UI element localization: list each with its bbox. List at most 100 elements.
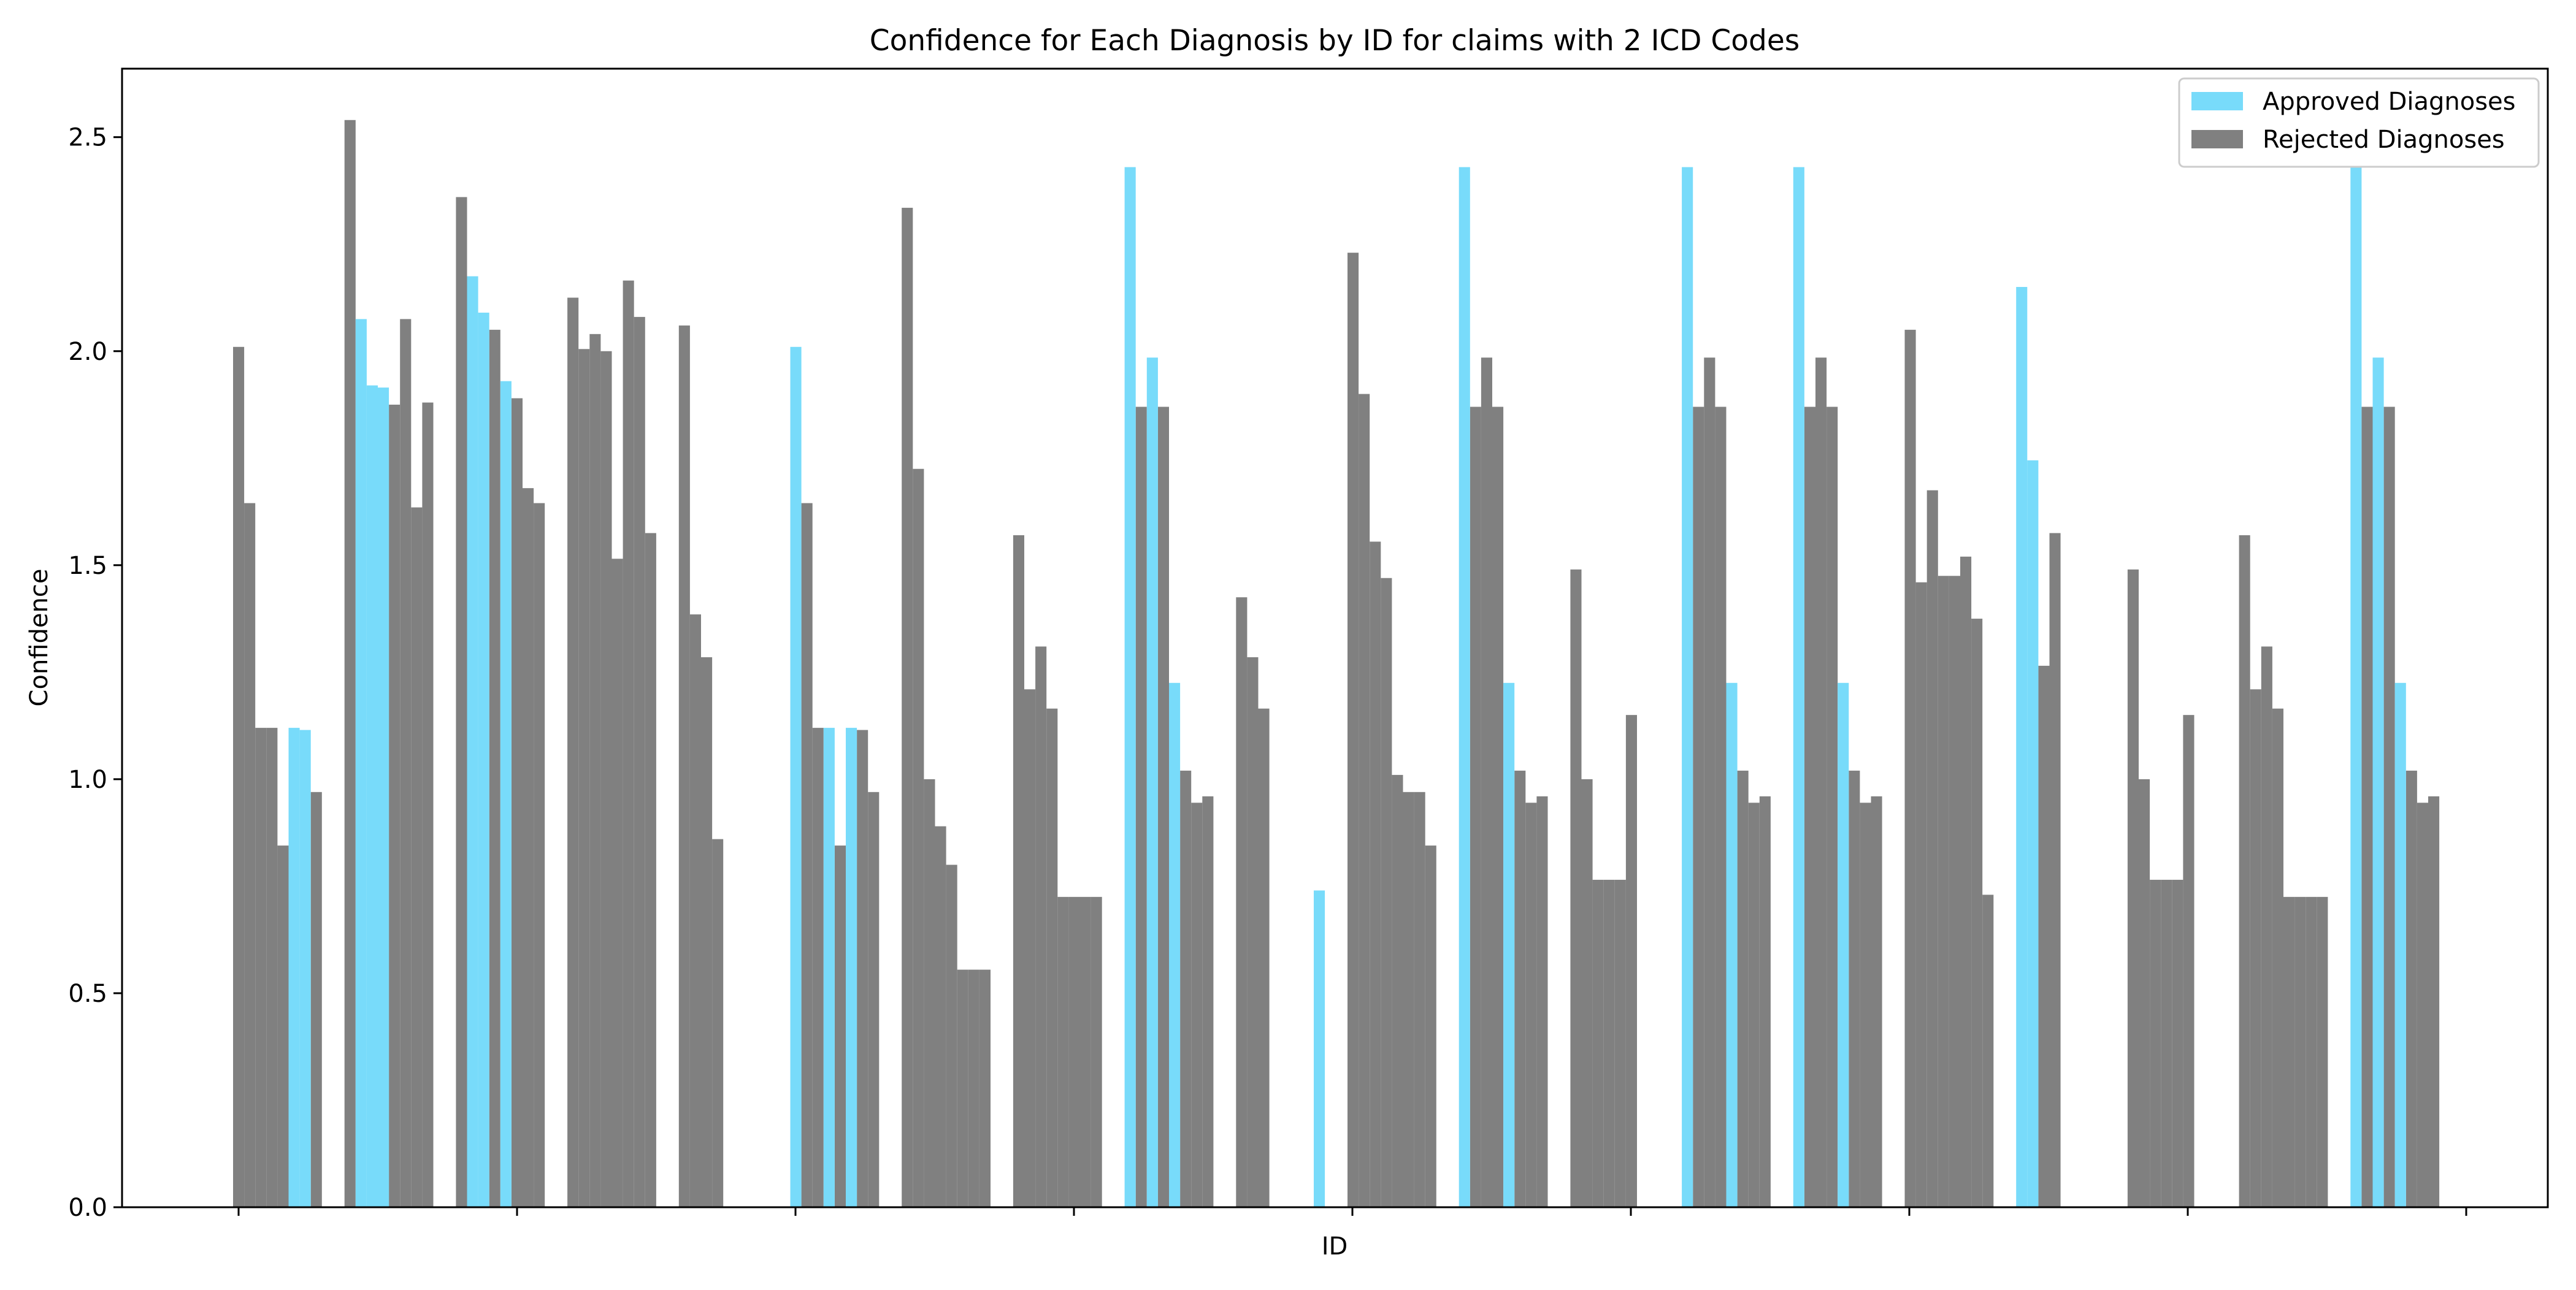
bar-approved-2-4 (500, 381, 512, 1207)
bar-rejected-3-6 (634, 316, 645, 1208)
bar-rejected-16-3 (2049, 533, 2061, 1208)
bar-rejected-11-1 (1470, 406, 1481, 1207)
bar-rejected-9-2 (1258, 708, 1270, 1207)
bar-rejected-14-3 (1827, 406, 1838, 1207)
bar-rejected-14-7 (1871, 796, 1882, 1207)
bar-rejected-2-6 (523, 488, 534, 1208)
bar-rejected-6-3 (935, 826, 946, 1207)
bar-rejected-19-1 (2361, 406, 2373, 1207)
bar-rejected-8-5 (1180, 770, 1192, 1207)
bar-rejected-18-2 (2261, 646, 2272, 1207)
bar-rejected-12-5 (1625, 715, 1637, 1207)
bar-rejected-8-3 (1157, 406, 1169, 1207)
bar-rejected-18-6 (2306, 896, 2317, 1207)
bar-rejected-10-2 (1370, 541, 1381, 1208)
bar-rejected-6-2 (924, 779, 935, 1207)
bar-approved-2-1 (467, 276, 478, 1208)
bar-rejected-13-2 (1704, 357, 1715, 1207)
bar-rejected-15-2 (1926, 490, 1938, 1207)
bar-rejected-15-3 (1938, 576, 1949, 1207)
y-tick-label: 2.0 (68, 338, 107, 366)
bar-rejected-4-1 (689, 614, 701, 1207)
bar-rejected-15-6 (1971, 619, 1983, 1207)
bar-rejected-13-1 (1693, 406, 1704, 1207)
bar-approved-1-3 (378, 387, 389, 1207)
bar-rejected-10-4 (1392, 774, 1403, 1207)
legend: Approved Diagnoses Rejected Diagnoses (2178, 77, 2540, 168)
bar-rejected-6-0 (902, 207, 913, 1207)
bar-approved-0-5 (288, 728, 300, 1207)
y-tick-label: 1.5 (68, 552, 107, 580)
bar-rejected-17-1 (2139, 779, 2150, 1207)
bar-rejected-3-0 (567, 297, 579, 1207)
bar-rejected-11-3 (1492, 406, 1504, 1207)
legend-frame (2178, 77, 2540, 168)
bar-rejected-17-0 (2127, 569, 2139, 1207)
bar-rejected-7-4 (1057, 896, 1069, 1207)
bar-approved-5-0 (790, 346, 802, 1207)
bar-rejected-14-5 (1849, 770, 1860, 1207)
bar-rejected-6-4 (946, 864, 957, 1207)
bar-rejected-14-6 (1860, 803, 1871, 1207)
bar-rejected-17-2 (2150, 879, 2161, 1207)
bar-rejected-7-6 (1079, 896, 1091, 1207)
bar-rejected-15-4 (1949, 576, 1960, 1207)
bars-layer (233, 120, 2440, 1208)
bar-rejected-13-6 (1748, 803, 1760, 1207)
bar-rejected-6-1 (913, 468, 924, 1207)
bar-rejected-15-7 (1982, 895, 1994, 1207)
bar-rejected-9-1 (1247, 657, 1259, 1207)
bar-rejected-5-7 (868, 792, 880, 1207)
bar-rejected-3-3 (600, 351, 612, 1207)
bar-rejected-11-7 (1536, 796, 1548, 1207)
bar-rejected-6-7 (979, 969, 991, 1207)
bar-rejected-5-2 (812, 728, 824, 1207)
bar-rejected-10-3 (1381, 578, 1392, 1207)
plot-frame (121, 67, 2549, 1208)
bar-rejected-7-1 (1024, 689, 1036, 1207)
bar-rejected-18-1 (2250, 689, 2261, 1207)
bar-approved-19-2 (2372, 357, 2384, 1207)
bar-rejected-10-0 (1347, 253, 1359, 1208)
bar-rejected-18-4 (2283, 896, 2295, 1207)
bar-approved-1-1 (355, 319, 367, 1207)
bar-rejected-0-3 (266, 728, 278, 1207)
x-axis (237, 1207, 2467, 1216)
y-axis: 0.0 0.5 1.0 1.5 2.0 2.5 (68, 124, 122, 1222)
bar-approved-14-4 (1838, 682, 1849, 1207)
bar-rejected-15-0 (1904, 329, 1916, 1207)
bar-rejected-18-0 (2239, 535, 2250, 1208)
bar-rejected-3-2 (589, 334, 601, 1207)
bar-rejected-0-4 (277, 845, 289, 1207)
bar-rejected-14-1 (1804, 406, 1815, 1207)
bar-rejected-17-5 (2183, 715, 2195, 1207)
bar-rejected-17-3 (2161, 879, 2172, 1207)
bar-rejected-12-3 (1603, 879, 1615, 1207)
bar-rejected-7-2 (1035, 646, 1047, 1207)
bar-rejected-12-1 (1581, 779, 1593, 1207)
bar-approved-16-0 (2016, 287, 2028, 1207)
bar-rejected-1-0 (344, 120, 356, 1207)
bar-approved-5-3 (823, 728, 835, 1207)
bar-approved-0-6 (299, 730, 311, 1207)
bar-approved-9-7 (1314, 890, 1325, 1207)
bar-rejected-6-5 (957, 969, 968, 1207)
bar-approved-14-0 (1793, 167, 1804, 1207)
bar-rejected-19-5 (2405, 770, 2417, 1207)
bar-approved-8-4 (1169, 682, 1181, 1207)
bar-rejected-19-3 (2383, 406, 2395, 1207)
bar-rejected-5-4 (834, 845, 846, 1207)
y-tick-label: 2.5 (68, 124, 107, 152)
bar-rejected-8-1 (1135, 406, 1147, 1207)
legend-swatch-approved (2191, 92, 2243, 110)
bar-rejected-18-3 (2272, 708, 2283, 1207)
bar-rejected-15-1 (1915, 582, 1927, 1207)
bar-rejected-12-0 (1570, 569, 1582, 1207)
y-tick-label: 1.0 (68, 766, 107, 794)
bar-rejected-1-4 (389, 405, 401, 1207)
bar-approved-19-4 (2394, 682, 2406, 1207)
bar-rejected-19-6 (2417, 803, 2428, 1207)
bar-rejected-1-6 (411, 507, 423, 1207)
bar-rejected-9-0 (1236, 597, 1248, 1207)
